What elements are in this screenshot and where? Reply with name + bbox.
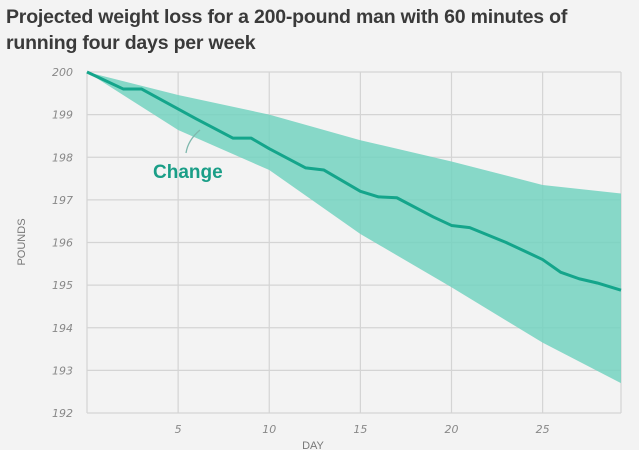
y-tick-label: 198 xyxy=(52,151,73,164)
annotation-arrow xyxy=(185,129,201,154)
x-axis-label: DAY xyxy=(302,440,324,450)
y-axis-label: POUNDS xyxy=(16,218,28,265)
chart-title: Projected weight loss for a 200-pound ma… xyxy=(6,6,568,54)
y-tick-label: 197 xyxy=(52,194,73,207)
x-tick-label: 5 xyxy=(175,423,182,436)
change-line xyxy=(86,70,622,292)
y-tick-label: 194 xyxy=(52,322,73,335)
x-tick-label: 10 xyxy=(262,423,276,436)
y-tick-label: 196 xyxy=(52,237,73,250)
x-tick-label: 20 xyxy=(445,423,459,436)
x-tick-label: 25 xyxy=(536,423,550,436)
y-tick-label: 193 xyxy=(52,364,73,377)
y-tick-label: 199 xyxy=(52,109,73,122)
y-tick-label: 192 xyxy=(52,407,73,420)
confidence-band xyxy=(87,72,621,384)
y-tick-label: 200 xyxy=(52,66,73,79)
x-tick-label: 15 xyxy=(353,423,367,436)
annotation-label: Change xyxy=(153,162,223,183)
y-tick-label: 195 xyxy=(52,279,73,292)
